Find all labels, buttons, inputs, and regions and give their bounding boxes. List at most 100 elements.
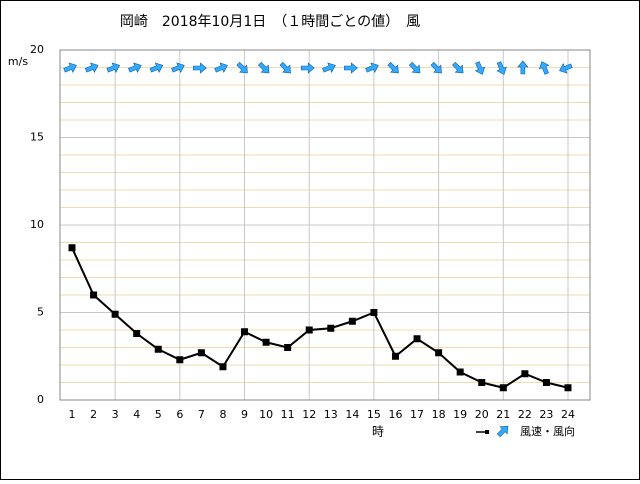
arrow-shape xyxy=(430,61,442,74)
x-tick-label: 23 xyxy=(539,408,553,421)
point xyxy=(564,384,572,392)
x-tick-label: 15 xyxy=(367,408,381,421)
point xyxy=(154,345,162,353)
x-tick-label: 7 xyxy=(198,408,205,421)
x-tick-label: 21 xyxy=(496,408,510,421)
arrow-shape xyxy=(496,425,509,438)
wind-arrow xyxy=(387,61,399,74)
arrow-shape xyxy=(452,61,464,74)
point xyxy=(499,384,507,392)
point xyxy=(348,317,356,325)
plot-frame xyxy=(59,49,591,401)
x-tick-label: 12 xyxy=(302,408,316,421)
wind-arrow xyxy=(452,61,464,74)
point xyxy=(305,326,313,334)
x-tick-label: 5 xyxy=(155,408,162,421)
point xyxy=(241,328,249,336)
arrow-shape xyxy=(214,62,228,73)
x-tick-label: 11 xyxy=(281,408,295,421)
point xyxy=(262,338,270,346)
point xyxy=(370,309,378,316)
x-tick-label: 1 xyxy=(69,408,76,421)
point xyxy=(111,310,119,318)
point xyxy=(521,370,529,378)
wind-arrow xyxy=(408,61,421,74)
wind-arrow xyxy=(63,62,77,73)
wind-arrow xyxy=(171,62,185,73)
point xyxy=(197,349,205,357)
arrow-shape xyxy=(322,62,336,73)
wind-arrow xyxy=(106,62,121,73)
arrow-shape xyxy=(279,61,291,74)
wind-arrow xyxy=(127,62,142,73)
wind-arrow xyxy=(84,62,99,73)
x-tick-label: 22 xyxy=(518,408,532,421)
x-tick-label: 24 xyxy=(561,408,575,421)
point xyxy=(478,379,486,386)
point xyxy=(542,379,550,386)
x-tick-label: 17 xyxy=(410,408,424,421)
wind-arrow xyxy=(496,61,507,75)
y-axis-label: m/s xyxy=(8,55,28,68)
arrow-shape xyxy=(344,62,358,74)
wind-arrow xyxy=(430,61,442,74)
x-tick-label: 13 xyxy=(324,408,338,421)
arrow-shape xyxy=(474,61,486,75)
point xyxy=(133,330,141,337)
y-tick-label: 15 xyxy=(30,131,44,144)
x-axis-label: 時 xyxy=(372,425,384,439)
wind-arrow xyxy=(344,62,358,74)
legend-point xyxy=(485,430,489,434)
wind-arrow xyxy=(193,62,207,74)
arrow-shape xyxy=(193,62,207,74)
arrow-shape xyxy=(365,62,379,73)
arrow-shape xyxy=(236,61,248,74)
arrow-shape xyxy=(106,62,121,73)
x-tick-label: 20 xyxy=(475,408,489,421)
y-tick-label: 20 xyxy=(30,43,44,56)
wind-arrow xyxy=(236,61,248,74)
wind-arrow xyxy=(149,62,164,73)
wind-arrow xyxy=(496,425,509,438)
wind-arrow xyxy=(258,61,270,74)
y-tick-label: 0 xyxy=(37,393,44,406)
wind-arrow xyxy=(517,60,529,75)
arrow-shape xyxy=(300,62,315,74)
x-tick-label: 9 xyxy=(241,408,248,421)
arrow-shape xyxy=(127,62,142,73)
x-tick-label: 6 xyxy=(176,408,183,421)
wind-arrow xyxy=(300,62,315,74)
arrow-shape xyxy=(258,61,270,74)
point xyxy=(68,244,76,252)
point xyxy=(176,356,184,364)
wind-arrow xyxy=(365,62,379,73)
point xyxy=(413,335,421,343)
chart-title: 岡崎 2018年10月1日 （１時間ごとの値） 風 xyxy=(120,14,420,30)
point xyxy=(284,344,292,351)
arrow-shape xyxy=(559,63,573,74)
wind-arrow xyxy=(279,61,291,74)
x-tick-label: 4 xyxy=(133,408,140,421)
x-tick-label: 19 xyxy=(453,408,467,421)
legend-label: 風速・風向 xyxy=(520,424,575,438)
y-tick-label: 5 xyxy=(37,306,44,319)
arrow-shape xyxy=(538,61,550,75)
wind-arrow xyxy=(322,62,336,73)
x-tick-label: 3 xyxy=(112,408,119,421)
wind-arrow xyxy=(474,61,486,75)
arrow-shape xyxy=(149,62,164,73)
x-tick-label: 16 xyxy=(388,408,402,421)
arrow-shape xyxy=(408,61,421,74)
x-tick-label: 10 xyxy=(259,408,273,421)
arrow-shape xyxy=(387,61,399,74)
point xyxy=(435,349,443,357)
point xyxy=(456,368,464,376)
wind-arrow xyxy=(214,62,228,73)
wind-arrow xyxy=(559,63,573,74)
line xyxy=(71,247,569,389)
arrow-shape xyxy=(496,61,507,75)
arrow-shape xyxy=(517,60,529,75)
x-tick-label: 14 xyxy=(345,408,359,421)
point xyxy=(327,324,335,332)
